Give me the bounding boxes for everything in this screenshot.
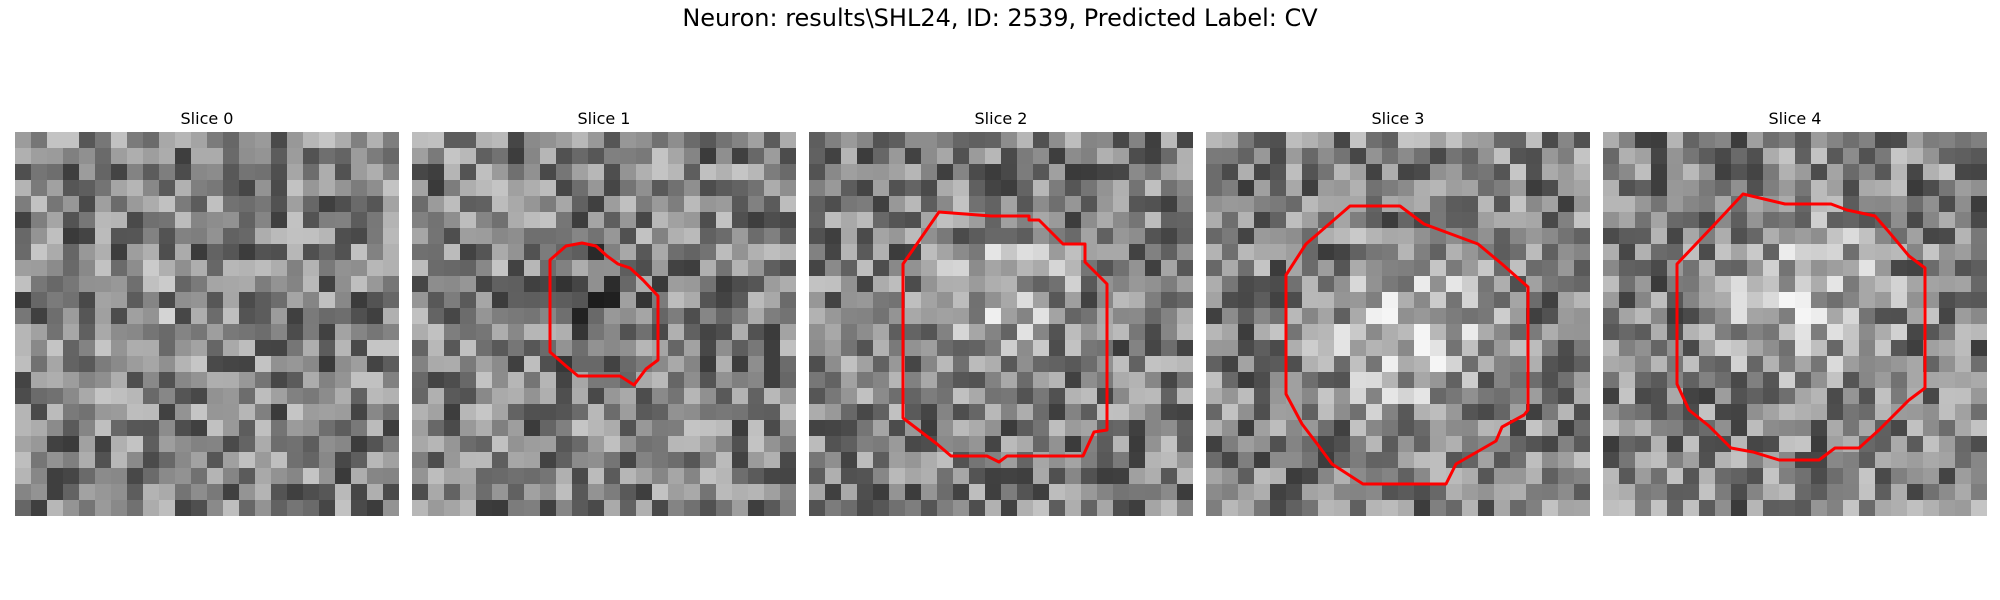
roi-contour-3 xyxy=(1284,204,1530,486)
figure-title: Neuron: results\SHL24, ID: 2539, Predict… xyxy=(682,4,1318,32)
slice-image-1 xyxy=(412,132,796,516)
slice-title-2: Slice 2 xyxy=(974,109,1028,128)
slice-image-4 xyxy=(1603,132,1987,516)
slice-panel-1: Slice 1 xyxy=(412,106,796,516)
slice-title-0: Slice 0 xyxy=(180,109,234,128)
slice-image-3 xyxy=(1206,132,1590,516)
slice-panel-2: Slice 2 xyxy=(809,106,1193,516)
slice-title-1: Slice 1 xyxy=(577,109,631,128)
slice-panel-4: Slice 4 xyxy=(1603,106,1987,516)
slice-title-3: Slice 3 xyxy=(1371,109,1425,128)
slice-image-2 xyxy=(809,132,1193,516)
roi-contour-1 xyxy=(548,241,660,387)
roi-contour-4 xyxy=(1675,192,1927,462)
slice-panel-0: Slice 0 xyxy=(15,106,399,516)
roi-contour-2 xyxy=(901,210,1109,464)
slice-image-0 xyxy=(15,132,399,516)
slice-panel-3: Slice 3 xyxy=(1206,106,1590,516)
slice-title-4: Slice 4 xyxy=(1768,109,1822,128)
